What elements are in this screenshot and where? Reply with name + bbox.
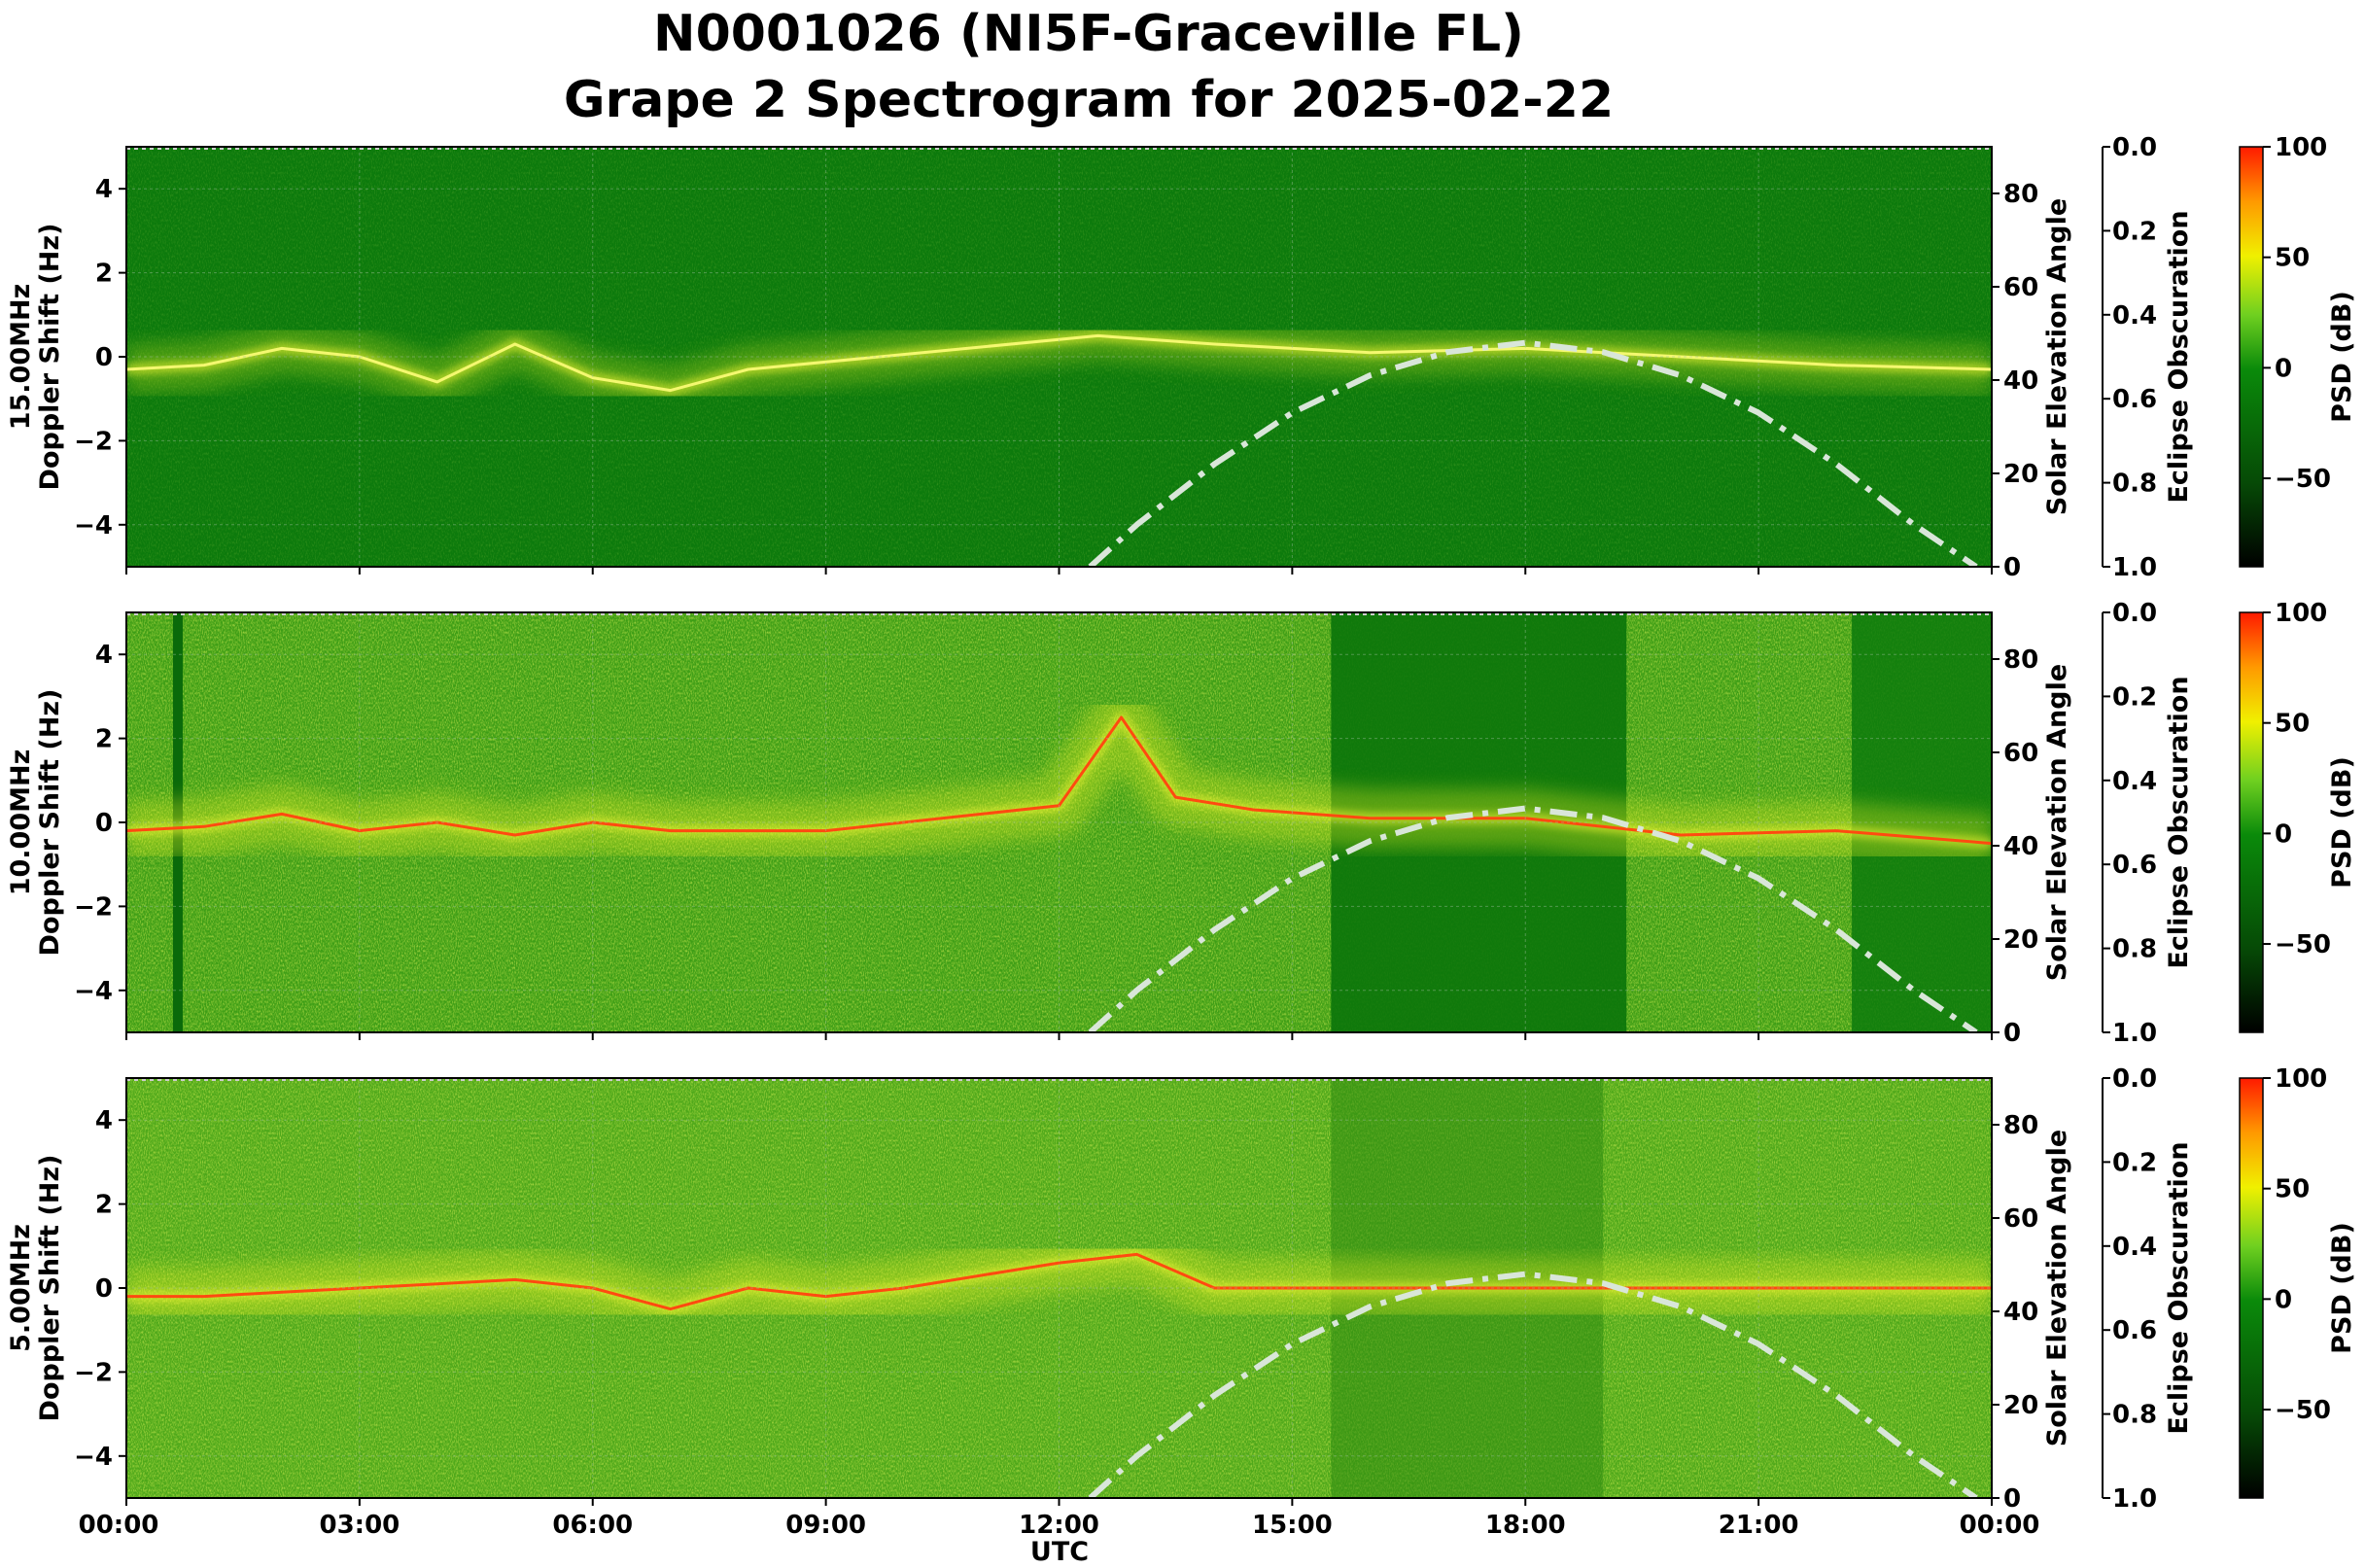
xtick-label-3: 09:00: [785, 1511, 866, 1540]
panel-1-solar-tick-label-0: 80: [2003, 645, 2038, 675]
panel-2-psd-tick-label-1: 50: [2275, 1175, 2310, 1204]
panel-0-eclipse-tick-label-0: 0.0: [2112, 133, 2157, 162]
panel-2-psd-tick-label-0: 100: [2275, 1064, 2327, 1094]
panel-0-solar-tick-label-3: 20: [2003, 460, 2038, 489]
panel-0-doppler-axis-label: Doppler Shift (Hz): [35, 224, 65, 491]
panel-2-psd-tick-label-2: 0: [2275, 1285, 2292, 1314]
panel-0-ytick-label-2: 0: [95, 343, 113, 372]
panel-2-eclipse-axis-label: Eclipse Obscuration: [2164, 1141, 2194, 1434]
xtick-label-1: 03:00: [319, 1511, 400, 1540]
panel-1-ytick-label-4: −4: [74, 977, 113, 1006]
panel-2-eclipse-tick-label-2: 0.4: [2112, 1233, 2157, 1262]
panel-0-ytick-label-1: 2: [95, 260, 113, 289]
panel-0-eclipse-tick-label-5: 1.0: [2112, 553, 2157, 582]
panel-0-frequency-label: 15.00MHz: [6, 284, 36, 431]
panel-2-solar-tick-label-1: 60: [2003, 1204, 2038, 1234]
panel-1-plot: [126, 612, 1992, 1032]
panel-2-ytick-label-4: −4: [74, 1443, 113, 1472]
panel-1-solar-tick-label-4: 0: [2003, 1019, 2021, 1048]
panel-1-solar-elevation-curve: [1088, 805, 1978, 1032]
panel-0-solar-tick-label-1: 60: [2003, 273, 2038, 302]
panel-0-psd-tick-label-3: −50: [2275, 465, 2331, 494]
panel-1-eclipse-tick-label-0: 0.0: [2112, 599, 2157, 628]
panel-0-psd-tick-label-2: 0: [2275, 354, 2292, 383]
panel-1-solar-axis-label: Solar Elevation Angle: [2042, 664, 2072, 981]
panel-0-psd-colorbar: [2239, 146, 2264, 568]
panel-1-frequency-label: 10.00MHz: [6, 749, 36, 896]
panel-2-solar-tick-label-0: 80: [2003, 1111, 2038, 1140]
chart-subtitle: Grape 2 Spectrogram for 2025-02-22: [564, 71, 1614, 129]
xtick-label-4: 12:00: [1019, 1511, 1099, 1540]
panel-0-solar-elevation-curve: [1088, 339, 1978, 567]
panel-0-eclipse-tick-label-1: 0.2: [2112, 217, 2157, 246]
panel-1-psd-tick-label-1: 50: [2275, 710, 2310, 739]
panel-0-eclipse-axis-label: Eclipse Obscuration: [2164, 210, 2194, 503]
panel-2-solar-tick-label-3: 20: [2003, 1391, 2038, 1420]
panel-1-psd-axis-label: PSD (dB): [2327, 756, 2357, 889]
panel-1-ytick-label-1: 2: [95, 725, 113, 754]
panel-0-solar-axis-label: Solar Elevation Angle: [2042, 198, 2072, 515]
panel-1-eclipse-tick-label-4: 0.8: [2112, 935, 2157, 964]
panel-0-psd-axis-label: PSD (dB): [2327, 291, 2357, 423]
panel-1-eclipse-tick-label-3: 0.6: [2112, 851, 2157, 880]
panel-1-doppler-axis-label: Doppler Shift (Hz): [35, 689, 65, 957]
xtick-label-0: 00:00: [79, 1511, 159, 1540]
panel-2-solar-elevation-curve: [1088, 1271, 1978, 1498]
x-axis-label: UTC: [1030, 1537, 1089, 1567]
panel-0-plot: [126, 147, 1992, 567]
xtick-label-7: 21:00: [1719, 1511, 1799, 1540]
panel-2-plot: [126, 1078, 1992, 1498]
panel-2-ytick-label-0: 4: [95, 1106, 113, 1135]
panel-1-ytick-label-2: 0: [95, 809, 113, 838]
panel-1-doppler-trace: [126, 715, 1992, 846]
panel-0-ytick-label-3: −2: [74, 427, 113, 456]
panel-0-ytick-label-4: −4: [74, 511, 113, 540]
xtick-label-2: 06:00: [552, 1511, 633, 1540]
panel-0-solar-tick-label-4: 0: [2003, 553, 2021, 582]
panel-0-psd-tick-label-0: 100: [2275, 133, 2327, 162]
panel-1-solar-tick-label-1: 60: [2003, 739, 2038, 768]
panel-1-eclipse-tick-label-5: 1.0: [2112, 1019, 2157, 1048]
panel-1-solar-tick-label-2: 40: [2003, 832, 2038, 861]
panel-0-eclipse-tick-label-3: 0.6: [2112, 385, 2157, 414]
panel-2-doppler-trace: [126, 1252, 1992, 1311]
panel-2-eclipse-tick-label-5: 1.0: [2112, 1484, 2157, 1514]
panel-2-eclipse-tick-label-0: 0.0: [2112, 1064, 2157, 1094]
panel-0-ytick-label-0: 4: [95, 175, 113, 204]
panel-0-solar-tick-label-0: 80: [2003, 180, 2038, 209]
panel-1-psd-tick-label-3: −50: [2275, 930, 2331, 959]
panel-2-psd-tick-label-3: −50: [2275, 1396, 2331, 1425]
panel-1-ytick-label-0: 4: [95, 641, 113, 670]
chart-title: N0001026 (NI5F-Graceville FL): [653, 5, 1524, 63]
panel-2-solar-tick-label-2: 40: [2003, 1298, 2038, 1327]
panel-2-eclipse-tick-label-4: 0.8: [2112, 1401, 2157, 1430]
panel-2-doppler-axis-label: Doppler Shift (Hz): [35, 1155, 65, 1422]
panel-0-psd-tick-label-1: 50: [2275, 244, 2310, 273]
panel-2-eclipse-tick-label-1: 0.2: [2112, 1148, 2157, 1177]
panel-1-psd-tick-label-0: 100: [2275, 599, 2327, 628]
panel-1-eclipse-tick-label-1: 0.2: [2112, 682, 2157, 712]
panel-0-solar-tick-label-2: 40: [2003, 366, 2038, 396]
panel-0-eclipse-tick-label-4: 0.8: [2112, 470, 2157, 499]
panel-2-solar-tick-label-4: 0: [2003, 1484, 2021, 1514]
xtick-label-5: 15:00: [1252, 1511, 1333, 1540]
panel-2-ytick-label-3: −2: [74, 1358, 113, 1387]
panel-0-eclipse-tick-label-2: 0.4: [2112, 301, 2157, 331]
panel-1-solar-tick-label-3: 20: [2003, 925, 2038, 955]
panel-2-psd-colorbar: [2239, 1077, 2264, 1499]
panel-2-ytick-label-1: 2: [95, 1191, 113, 1220]
xtick-label-8: 00:00: [1960, 1511, 2040, 1540]
panel-2-frequency-label: 5.00MHz: [6, 1224, 36, 1352]
panel-2-ytick-label-2: 0: [95, 1274, 113, 1304]
panel-1-ytick-label-3: −2: [74, 892, 113, 922]
panel-1-psd-colorbar: [2239, 611, 2264, 1033]
panel-2-solar-axis-label: Solar Elevation Angle: [2042, 1130, 2072, 1446]
panel-1-eclipse-axis-label: Eclipse Obscuration: [2164, 676, 2194, 968]
panel-2-psd-axis-label: PSD (dB): [2327, 1222, 2357, 1354]
xtick-label-6: 18:00: [1485, 1511, 1566, 1540]
panel-1-psd-tick-label-2: 0: [2275, 819, 2292, 849]
panel-2-eclipse-tick-label-3: 0.6: [2112, 1316, 2157, 1345]
panel-1-eclipse-tick-label-2: 0.4: [2112, 767, 2157, 796]
